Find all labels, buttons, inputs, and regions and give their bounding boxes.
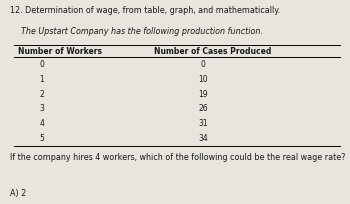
Text: 10: 10 [198, 74, 208, 83]
Text: 0: 0 [40, 60, 44, 69]
Text: 12. Determination of wage, from table, graph, and mathematically.: 12. Determination of wage, from table, g… [10, 6, 281, 15]
Text: 31: 31 [198, 119, 208, 128]
Text: 0: 0 [201, 60, 205, 69]
Text: 3: 3 [40, 104, 44, 113]
Text: 19: 19 [198, 89, 208, 98]
Text: 2: 2 [40, 89, 44, 98]
Text: 1: 1 [40, 74, 44, 83]
Text: If the company hires 4 workers, which of the following could be the real wage ra: If the company hires 4 workers, which of… [10, 152, 346, 161]
Text: 26: 26 [198, 104, 208, 113]
Text: 4: 4 [40, 119, 44, 128]
Text: Number of Cases Produced: Number of Cases Produced [154, 47, 271, 56]
Text: A) 2: A) 2 [10, 188, 27, 197]
Text: 34: 34 [198, 133, 208, 142]
Text: The Upstart Company has the following production function.: The Upstart Company has the following pr… [21, 27, 263, 35]
Text: Number of Workers: Number of Workers [18, 47, 102, 56]
Text: 5: 5 [40, 133, 44, 142]
